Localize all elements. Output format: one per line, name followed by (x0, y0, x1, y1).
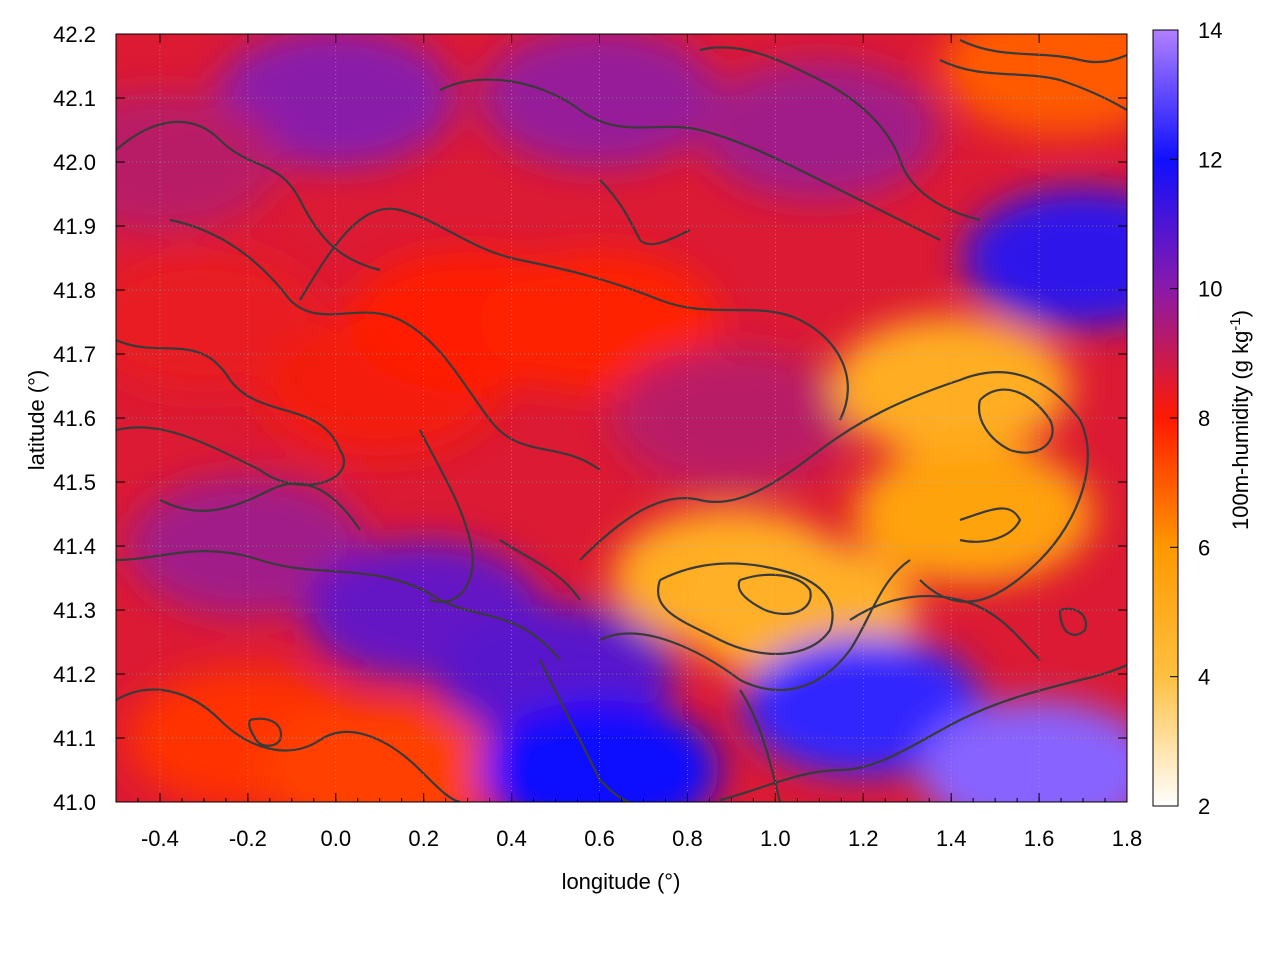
x-tick-label: 0.4 (496, 826, 527, 851)
colorbar-tick-label: 8 (1198, 406, 1210, 431)
field-region (259, 700, 500, 802)
colorbar-tick-label: 12 (1198, 147, 1222, 172)
field-region (941, 34, 1127, 136)
contour-line (169, 218, 601, 471)
x-tick-label: 0.0 (320, 826, 351, 851)
contour-line (719, 663, 1127, 802)
field-region (479, 34, 720, 168)
contour-line (939, 59, 1127, 111)
y-tick-label: 41.3 (53, 598, 96, 623)
x-tick-label: 1.2 (848, 826, 879, 851)
field-region (611, 348, 852, 488)
contour-line (599, 179, 691, 246)
contour-line (977, 388, 1054, 454)
field-region (699, 60, 940, 200)
contour-line (159, 482, 361, 531)
y-tick-label: 41.7 (53, 342, 96, 367)
colorbar-axis: 2 4 6 8 10 12 14 (1170, 18, 1222, 819)
contour-line (299, 207, 849, 421)
contour-line (116, 550, 561, 661)
x-tick-label: 0.2 (408, 826, 439, 851)
contour-line (739, 689, 782, 802)
x-axis-label: longitude (°) (562, 869, 681, 894)
colorbar-tick-label: 6 (1198, 535, 1210, 560)
y-tick-label: 41.6 (53, 406, 96, 431)
contour-line (579, 371, 1089, 603)
colorbar-tick-label: 4 (1198, 665, 1210, 690)
contour-line (599, 559, 911, 692)
y-tick-label: 41.2 (53, 662, 96, 687)
colorbar-label-main: 100m-humidity (g kg (1228, 331, 1253, 530)
field-region (215, 34, 456, 168)
contour-line (419, 429, 474, 603)
contour-line (539, 659, 631, 802)
contour-line (116, 120, 381, 272)
contour-line (439, 78, 941, 241)
x-tick-label: -0.4 (141, 826, 179, 851)
y-tick-label: 42.2 (53, 22, 96, 47)
x-tick-label: 1.4 (936, 826, 967, 851)
x-tick-label: 1.0 (760, 826, 791, 851)
contour-line (959, 507, 1022, 543)
humidity-field (116, 34, 1127, 802)
field-region (963, 188, 1127, 328)
contour-line (849, 594, 1041, 661)
contour-lines (116, 39, 1127, 802)
contour-line (1058, 607, 1088, 636)
field-region (853, 444, 1094, 584)
contour-line (657, 562, 834, 655)
contour-line (499, 539, 581, 601)
y-tick-label: 42.0 (53, 150, 96, 175)
y-tick-label: 41.0 (53, 790, 96, 815)
x-tick-label: 0.6 (584, 826, 615, 851)
y-tick-label: 41.4 (53, 534, 96, 559)
contour-line (699, 46, 981, 222)
colorbar-tick-label: 14 (1198, 18, 1222, 43)
contour-line (248, 717, 283, 747)
y-tick-label: 42.1 (53, 86, 96, 111)
field-region (919, 700, 1127, 802)
colorbar-label-sup: -1 (1227, 317, 1244, 330)
field-region (479, 700, 720, 802)
y-tick-label: 41.5 (53, 470, 96, 495)
contour-line (959, 39, 1127, 64)
y-tick-label: 41.1 (53, 726, 96, 751)
x-tick-label: 1.8 (1112, 826, 1143, 851)
contour-line (116, 338, 346, 486)
x-axis: -0.4 -0.2 0.0 0.2 0.4 0.6 0.8 1.0 1.2 1.4 1.6 1.8 (115, 34, 1143, 851)
y-tick-label: 41.9 (53, 214, 96, 239)
y-tick-label: 41.8 (53, 278, 96, 303)
field-region (116, 92, 280, 232)
colorbar-label-close: ) (1228, 310, 1253, 317)
colorbar-tick-label: 10 (1198, 277, 1222, 302)
x-tick-label: -0.2 (229, 826, 267, 851)
y-axis-label: latitude (°) (24, 370, 49, 471)
field-regions (116, 34, 1127, 802)
contour-line (116, 688, 461, 802)
contour-line (737, 573, 812, 615)
colorbar-tick-label: 2 (1198, 794, 1210, 819)
y-axis: 41.0 41.1 41.2 41.3 41.4 41.5 41.6 41.7 41.8 41.9… (53, 22, 1127, 815)
x-tick-label: 1.6 (1024, 826, 1055, 851)
colorbar-label: 100m-humidity (g kg-1) (1227, 310, 1254, 530)
x-tick-label: 0.8 (672, 826, 703, 851)
